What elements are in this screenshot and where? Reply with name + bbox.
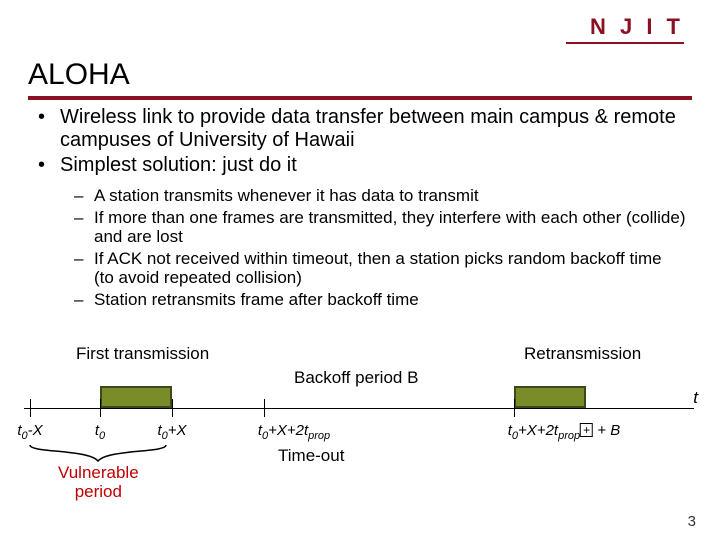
label-backoff: Backoff period B <box>294 368 418 388</box>
timeline <box>24 408 694 409</box>
slide-number: 3 <box>688 513 696 530</box>
label-vulnerable: Vulnerable period <box>58 464 139 501</box>
bullet-l2: Station retransmits frame after backoff … <box>74 290 686 310</box>
title-rule <box>28 96 692 100</box>
bullet-l1: Simplest solution: just do it <box>38 154 692 177</box>
label-first-tx: First transmission <box>76 344 209 364</box>
bullet-l1: Wireless link to provide data transfer b… <box>38 106 692 152</box>
bullets-level1: Wireless link to provide data transfer b… <box>38 106 692 179</box>
label-retx: Retransmission <box>524 344 641 364</box>
page-title: ALOHA <box>28 58 130 92</box>
ticklabel-backoff: t0+X+2tprop+ + B <box>508 422 621 442</box>
timing-diagram: First transmission Backoff period B Retr… <box>24 340 696 510</box>
brace-icon <box>28 443 168 463</box>
frame-retx <box>514 386 586 408</box>
ticklabel-t0: t0 <box>95 422 105 442</box>
tick-t0mx <box>30 399 31 417</box>
label-timeout: Time-out <box>278 446 344 466</box>
bullet-l2: If more than one frames are transmitted,… <box>74 208 686 247</box>
bullet-l2: A station transmits whenever it has data… <box>74 186 686 206</box>
ticklabel-t0px: t0+X <box>157 422 186 442</box>
frame-first <box>100 386 172 408</box>
t-axis-label: t <box>693 388 698 408</box>
ticklabel-timeout: t0+X+2tprop <box>258 422 330 442</box>
logo-underline <box>566 42 684 44</box>
tick-backoff <box>514 399 515 417</box>
logo-text: N J I T <box>590 14 684 40</box>
tick-timeout <box>264 399 265 417</box>
tick-t0px <box>172 399 173 417</box>
bullets-level2: A station transmits whenever it has data… <box>74 186 686 311</box>
ticklabel-t0mx: t0-X <box>17 422 42 442</box>
bullet-l2: If ACK not received within timeout, then… <box>74 249 686 288</box>
tick-t0 <box>100 399 101 417</box>
